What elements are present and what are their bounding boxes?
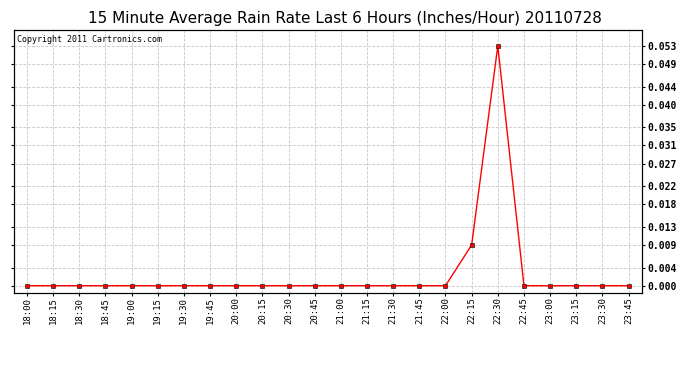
Text: Copyright 2011 Cartronics.com: Copyright 2011 Cartronics.com — [17, 35, 162, 44]
Text: 15 Minute Average Rain Rate Last 6 Hours (Inches/Hour) 20110728: 15 Minute Average Rain Rate Last 6 Hours… — [88, 11, 602, 26]
